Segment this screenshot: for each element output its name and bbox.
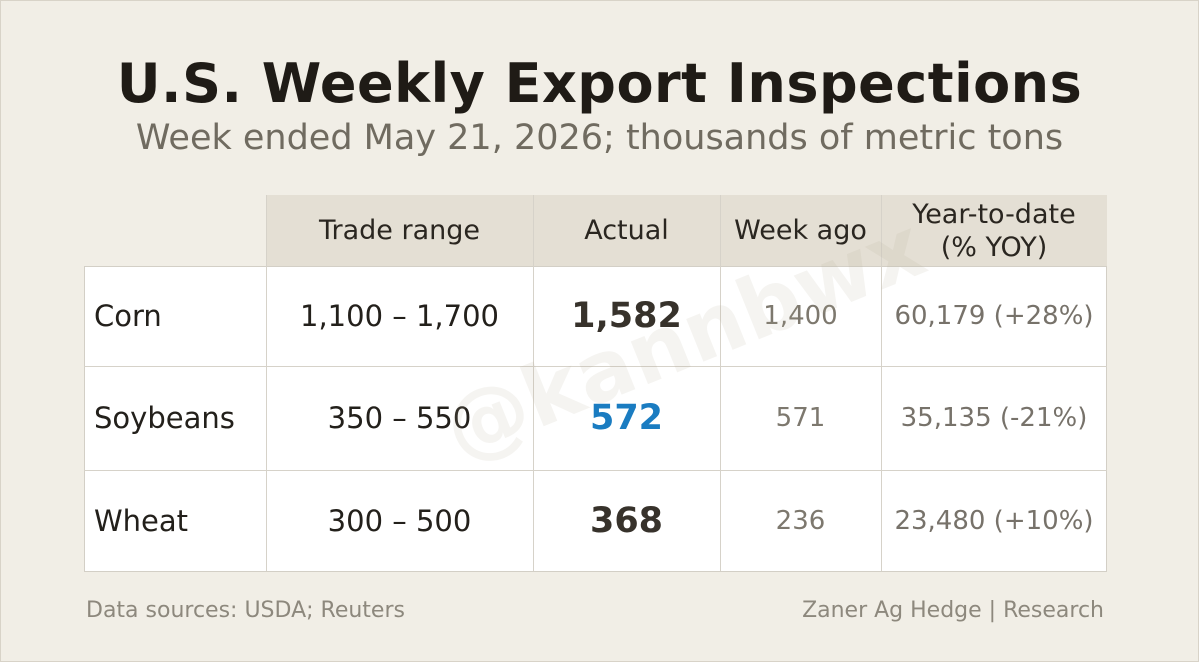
row-divider <box>84 366 1107 367</box>
trade-range-corn: 1,100 – 1,700 <box>300 299 499 333</box>
column-divider <box>266 195 267 571</box>
table-header-background <box>266 195 1107 266</box>
column-divider <box>533 195 534 571</box>
column-header-trade-range: Trade range <box>318 215 480 246</box>
column-divider <box>881 195 882 571</box>
actual-corn: 1,582 <box>571 296 682 336</box>
ytd-soybeans: 35,135 (-21%) <box>900 403 1088 433</box>
week-ago-soybeans: 571 <box>775 403 826 433</box>
column-header-year-to-date: Year-to-date (% YOY) <box>912 198 1076 263</box>
trade-range-soybeans: 350 – 550 <box>327 401 472 435</box>
footer-credit: Zaner Ag Hedge | Research <box>802 598 1104 623</box>
row-label-wheat: Wheat <box>94 503 189 538</box>
ytd-corn: 60,179 (+28%) <box>894 301 1094 331</box>
export-table: Trade range Actual Week ago Year-to-date… <box>84 195 1107 572</box>
week-ago-corn: 1,400 <box>763 301 838 331</box>
actual-soybeans: 572 <box>589 398 664 438</box>
table-body-background <box>84 266 1107 572</box>
column-divider <box>720 195 721 571</box>
row-label-soybeans: Soybeans <box>94 401 235 435</box>
row-divider <box>84 470 1107 471</box>
page-subtitle: Week ended May 21, 2026; thousands of me… <box>135 118 1064 158</box>
trade-range-wheat: 300 – 500 <box>327 503 472 538</box>
footer-sources: Data sources: USDA; Reuters <box>86 598 405 623</box>
week-ago-wheat: 236 <box>775 505 826 536</box>
column-header-week-ago: Week ago <box>734 215 867 246</box>
column-header-actual: Actual <box>584 215 669 246</box>
page-title: U.S. Weekly Export Inspections <box>116 52 1083 115</box>
row-label-corn: Corn <box>94 299 162 333</box>
actual-wheat: 368 <box>589 500 664 541</box>
ytd-wheat: 23,480 (+10%) <box>894 505 1094 536</box>
